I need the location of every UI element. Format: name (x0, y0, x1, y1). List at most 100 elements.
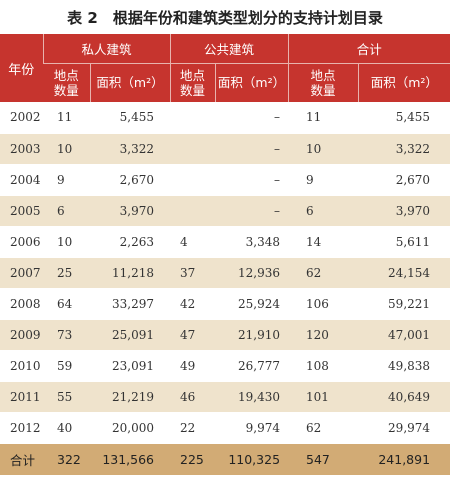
private-count: 64 (43, 288, 90, 320)
public-area: – (215, 102, 289, 134)
private-area: 5,455 (90, 102, 171, 134)
header-total-area: 面积（m²） (357, 62, 450, 102)
total-count: 106 (288, 288, 359, 320)
total-area: 3,322 (358, 133, 450, 165)
total-public-count: 225 (170, 443, 216, 475)
private-count: 6 (43, 195, 90, 227)
header-public-count: 地点 数量 (169, 62, 216, 102)
total-area: 2,670 (358, 164, 450, 196)
total-count: 108 (288, 350, 359, 382)
private-count: 59 (43, 350, 90, 382)
row-year: 2006 (0, 226, 43, 258)
total-count: 9 (288, 164, 359, 196)
table-title: 表 2 根据年份和建筑类型划分的支持计划目录 (67, 8, 383, 27)
total-count: 10 (288, 133, 359, 165)
total-count: 120 (288, 319, 359, 351)
private-area: 23,091 (90, 350, 171, 382)
row-year: 2002 (0, 102, 43, 134)
public-count (170, 164, 216, 196)
public-count: 4 (170, 226, 216, 258)
private-count: 40 (43, 412, 90, 444)
private-area: 33,297 (90, 288, 171, 320)
header-private-count: 地点 数量 (43, 62, 90, 102)
public-area: 25,924 (215, 288, 289, 320)
total-area: 24,154 (358, 257, 450, 289)
header-public-area: 面积（m²） (214, 62, 289, 102)
header-total-count: 地点 数量 (287, 62, 359, 102)
table-row: 2009 73 25,091 47 21,910 120 47,001 (0, 319, 450, 351)
total-label: 合计 (0, 443, 43, 475)
table-row: 2003 10 3,322–10 3,322 (0, 133, 450, 165)
private-count: 9 (43, 164, 90, 196)
public-count: 42 (170, 288, 216, 320)
total-private-count: 322 (43, 443, 90, 475)
row-year: 2007 (0, 257, 43, 289)
public-area: 19,430 (215, 381, 289, 413)
total-area: 241,891 (358, 443, 450, 475)
private-count: 11 (43, 102, 90, 134)
total-area: 5,611 (358, 226, 450, 258)
public-count: 49 (170, 350, 216, 382)
public-count (170, 195, 216, 227)
total-area: 47,001 (358, 319, 450, 351)
total-public-area: 110,325 (215, 443, 289, 475)
public-count (170, 102, 216, 134)
table-row: 2010 59 23,091 49 26,777 108 49,838 (0, 350, 450, 382)
total-area: 5,455 (358, 102, 450, 134)
total-count: 14 (288, 226, 359, 258)
total-area: 40,649 (358, 381, 450, 413)
row-year: 2008 (0, 288, 43, 320)
public-count: 37 (170, 257, 216, 289)
public-area: 3,348 (215, 226, 289, 258)
table-row: 2011 55 21,219 46 19,430 101 40,649 (0, 381, 450, 413)
total-count: 6 (288, 195, 359, 227)
header-year: 年份 (0, 34, 43, 102)
private-area: 21,219 (90, 381, 171, 413)
public-count: 47 (170, 319, 216, 351)
table-row: 2004 9 2,670–9 2,670 (0, 164, 450, 196)
private-area: 3,970 (90, 195, 171, 227)
private-area: 2,263 (90, 226, 171, 258)
total-area: 49,838 (358, 350, 450, 382)
public-area: 9,974 (215, 412, 289, 444)
public-area: – (215, 195, 289, 227)
table-row: 2006 10 2,263 4 3,348 14 5,611 (0, 226, 450, 258)
total-area: 3,970 (358, 195, 450, 227)
table-row: 2002 11 5,455–11 5,455 (0, 102, 450, 134)
total-row: 合计 322 131,566 225 110,325 547 241,891 (0, 443, 450, 475)
total-count: 547 (288, 443, 359, 475)
private-count: 10 (43, 226, 90, 258)
total-count: 11 (288, 102, 359, 134)
total-area: 59,221 (358, 288, 450, 320)
public-count: 46 (170, 381, 216, 413)
row-year: 2003 (0, 133, 43, 165)
private-area: 20,000 (90, 412, 171, 444)
total-area: 29,974 (358, 412, 450, 444)
total-count: 101 (288, 381, 359, 413)
header-public: 公共建筑 (169, 34, 289, 63)
header-private-area: 面积（m²） (89, 62, 171, 102)
row-year: 2010 (0, 350, 43, 382)
support-plan-table: 年份 私人建筑 公共建筑 合计 地点 数量 面积（m²） 地点 数量 面积（m²） … (0, 34, 450, 475)
private-area: 2,670 (90, 164, 171, 196)
total-count: 62 (288, 412, 359, 444)
row-year: 2004 (0, 164, 43, 196)
public-count: 22 (170, 412, 216, 444)
header-total: 合计 (287, 34, 450, 63)
table-row: 2012 40 20,000 22 9,974 62 29,974 (0, 412, 450, 444)
private-area: 3,322 (90, 133, 171, 165)
total-count: 62 (288, 257, 359, 289)
row-year: 2009 (0, 319, 43, 351)
private-count: 25 (43, 257, 90, 289)
public-area: – (215, 133, 289, 165)
public-area: 26,777 (215, 350, 289, 382)
private-area: 25,091 (90, 319, 171, 351)
row-year: 2012 (0, 412, 43, 444)
private-count: 55 (43, 381, 90, 413)
public-area: 12,936 (215, 257, 289, 289)
public-area: – (215, 164, 289, 196)
public-count (170, 133, 216, 165)
private-area: 11,218 (90, 257, 171, 289)
row-year: 2005 (0, 195, 43, 227)
public-area: 21,910 (215, 319, 289, 351)
